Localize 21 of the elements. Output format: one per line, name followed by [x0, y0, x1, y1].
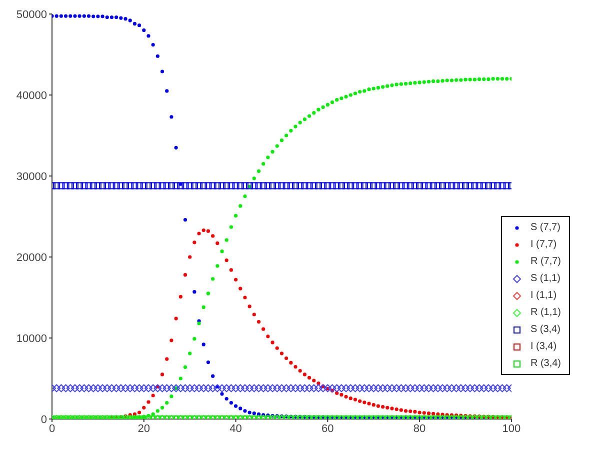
- legend-label: I (7,7): [530, 238, 557, 251]
- legend-label: S (7,7): [530, 221, 560, 234]
- legend-label: R (1,1): [530, 306, 561, 319]
- legend-label: I (3,4): [530, 340, 557, 353]
- legend-label: S (1,1): [530, 272, 560, 285]
- y-tick-label: 40000: [16, 90, 47, 102]
- y-tick-label: 30000: [16, 170, 47, 183]
- y-tick-label: 10000: [16, 332, 47, 345]
- y-tick-label: 20000: [16, 252, 47, 264]
- x-tick-label: 20: [138, 422, 150, 435]
- y-tick-label: 0: [40, 414, 47, 426]
- legend-label: R (3,4): [530, 357, 561, 370]
- x-tick-label: 100: [502, 422, 521, 435]
- x-tick-label: 0: [48, 422, 56, 435]
- legend-label: I (1,1): [530, 289, 557, 302]
- x-tick-label: 60: [322, 422, 334, 435]
- x-tick-label: 80: [413, 422, 426, 435]
- legend-label: R (7,7): [530, 255, 561, 268]
- y-tick-label: 50000: [16, 8, 47, 21]
- legend-label: S (3,4): [530, 323, 560, 336]
- x-tick-label: 40: [230, 422, 242, 435]
